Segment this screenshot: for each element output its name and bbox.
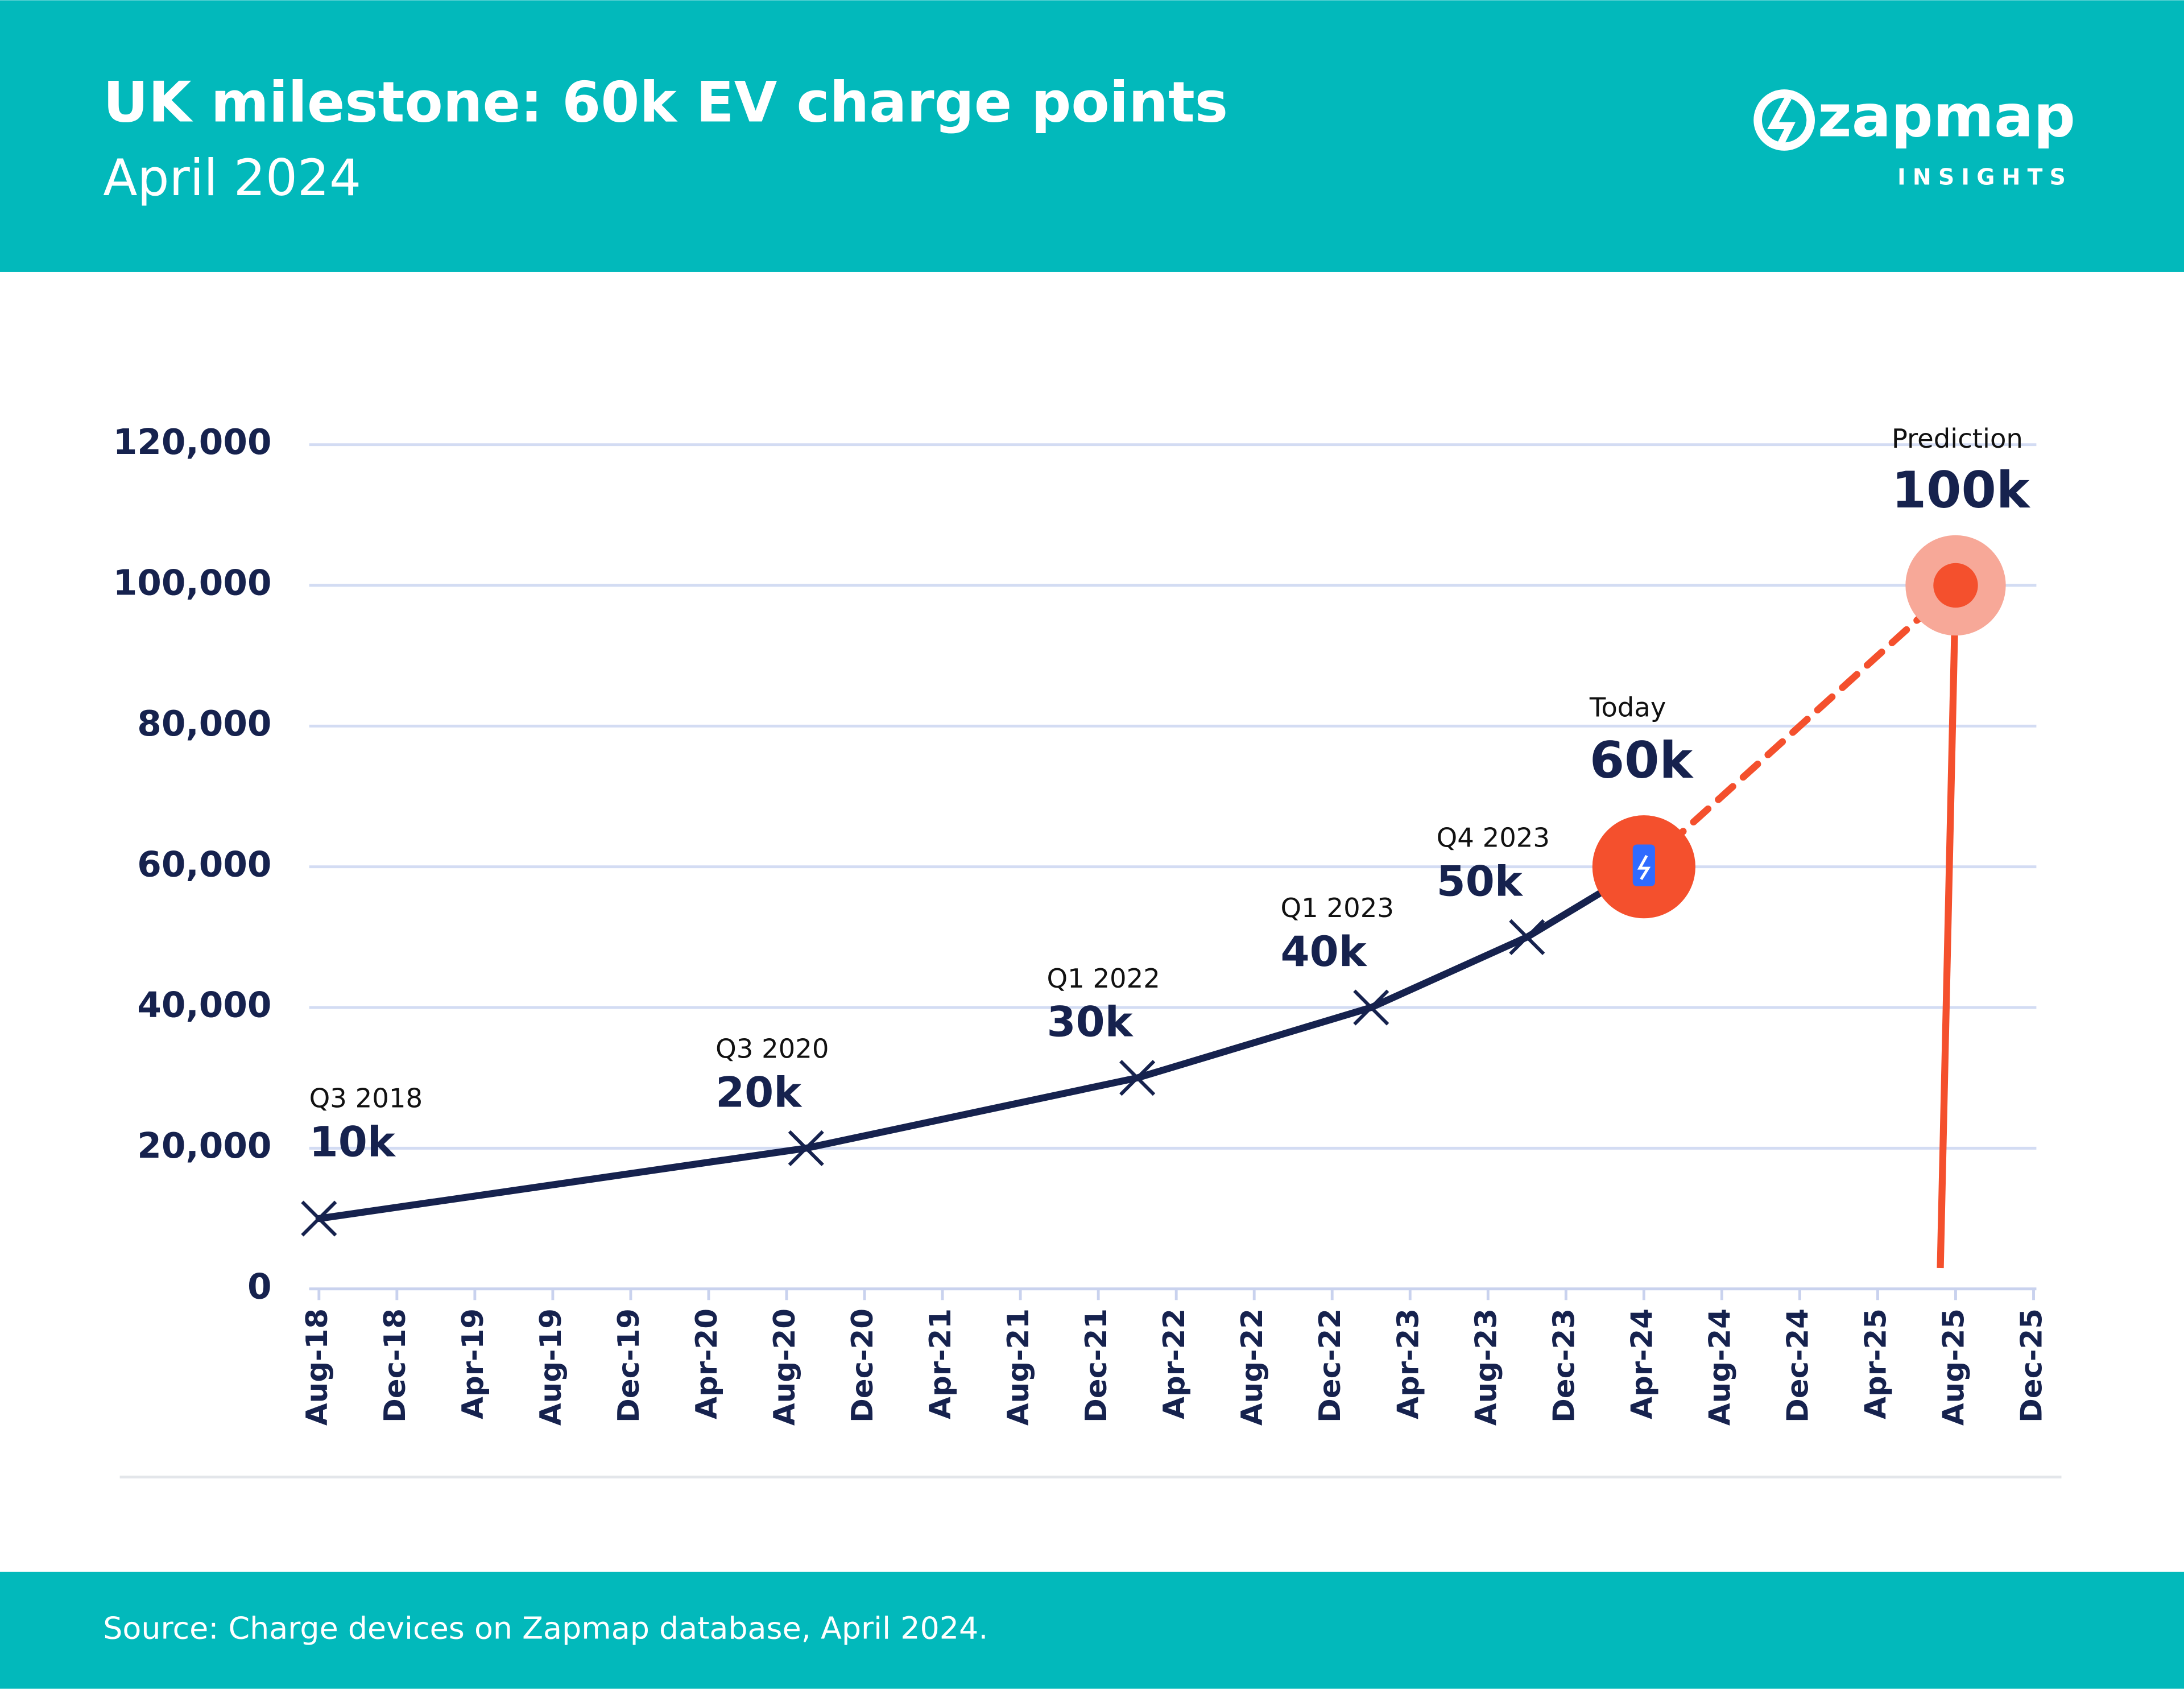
brand-name: zapmap: [1818, 82, 2075, 150]
x-tick-label: Aug-24: [1703, 1308, 1737, 1426]
value-label: 30k: [1046, 998, 1134, 1047]
x-tick-label: Apr-20: [690, 1308, 724, 1419]
y-tick-label: 20,000: [137, 1126, 271, 1166]
x-tick-label: Apr-24: [1625, 1308, 1659, 1419]
source-note: Source: Charge devices on Zapmap databas…: [103, 1610, 988, 1646]
x-tick-label: Aug-22: [1235, 1308, 1269, 1426]
point-label: Today: [1589, 692, 1666, 722]
x-tick-label: Aug-21: [1002, 1308, 1036, 1426]
value-label: 10k: [309, 1118, 396, 1166]
y-tick-label: 120,000: [113, 422, 272, 462]
prediction-point: [1933, 563, 1978, 608]
x-tick-label: Apr-19: [456, 1308, 490, 1419]
y-tick-label: 40,000: [137, 985, 271, 1026]
logo-bolt: [1767, 96, 1796, 147]
cross-marker: [788, 1130, 824, 1166]
x-tick-label: Dec-23: [1547, 1308, 1581, 1423]
chart-subtitle: April 2024: [103, 148, 361, 207]
point-label: Q3 2018: [309, 1083, 423, 1113]
x-tick-label: Dec-18: [378, 1308, 412, 1423]
cross-marker: [1119, 1060, 1156, 1096]
x-tick-label: Aug-23: [1469, 1308, 1503, 1426]
point-label: Prediction: [1892, 423, 2023, 454]
y-tick-label: 80,000: [137, 704, 271, 744]
chart-title: UK milestone: 60k EV charge points: [103, 70, 1228, 135]
x-tick-label: Dec-20: [846, 1308, 880, 1423]
value-label: 50k: [1437, 857, 1524, 906]
y-tick-label: 60,000: [137, 844, 271, 885]
value-label: 40k: [1281, 928, 1368, 976]
x-tick-label: Apr-21: [924, 1308, 958, 1419]
header-band: [0, 0, 2184, 272]
cross-marker: [1509, 919, 1545, 955]
cross-marker: [301, 1200, 337, 1237]
x-tick-label: Dec-22: [1313, 1308, 1347, 1423]
y-tick-label: 0: [247, 1266, 272, 1307]
point-label: Q3 2020: [715, 1033, 829, 1064]
x-tick-label: Dec-21: [1079, 1308, 1114, 1423]
point-label: Q1 2023: [1281, 893, 1394, 923]
drop-line: [1937, 585, 1959, 1269]
value-label: 60k: [1590, 731, 1694, 790]
x-tick-label: Aug-19: [534, 1308, 568, 1426]
x-tick-label: Apr-25: [1859, 1308, 1893, 1419]
value-label: 20k: [715, 1068, 803, 1117]
x-tick-label: Dec-25: [2015, 1308, 2049, 1423]
data-line: [315, 863, 1648, 1223]
x-tick-label: Aug-20: [768, 1308, 802, 1426]
brand-tagline: INSIGHTS: [1897, 164, 2073, 190]
plot-area: 0 20,000 40,000 60,000 80,000 100,000 120,000 A…: [113, 422, 2049, 1426]
x-tick-label: Dec-24: [1781, 1308, 1815, 1423]
charger-icon: [1632, 844, 1655, 886]
x-tick-label: Dec-19: [612, 1308, 646, 1423]
x-tick-label: Aug-25: [1937, 1308, 1971, 1426]
value-label: 100k: [1892, 461, 2031, 519]
cross-marker: [1353, 989, 1389, 1026]
point-label: Q4 2023: [1437, 822, 1550, 853]
charger-bolt: [1637, 854, 1651, 881]
x-tick-label: Apr-23: [1391, 1308, 1425, 1419]
logo: zapmap INSIGHTS: [1753, 82, 2075, 190]
y-tick-label: 100,000: [113, 563, 272, 604]
x-tick-label: Apr-22: [1157, 1308, 1192, 1419]
logo-icon: [1753, 89, 1815, 151]
point-label: Q1 2022: [1046, 963, 1160, 994]
x-tick-label: Aug-18: [300, 1308, 334, 1426]
footer-band: [0, 1571, 2184, 1689]
prediction-line: [1640, 581, 1959, 870]
